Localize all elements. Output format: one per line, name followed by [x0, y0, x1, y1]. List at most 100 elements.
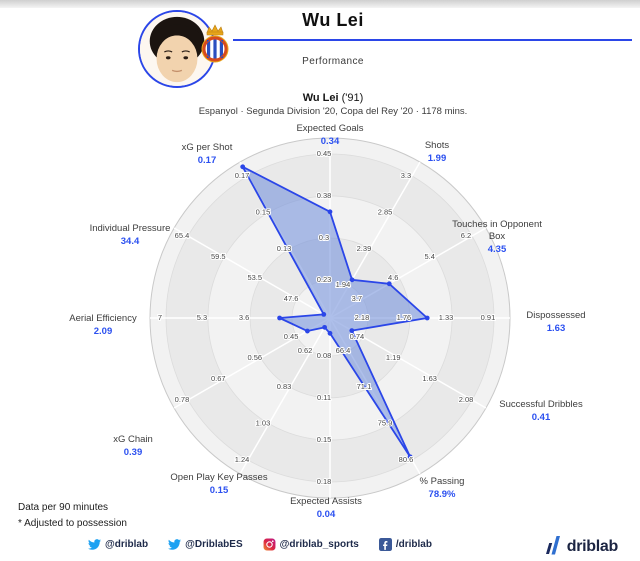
radar-axis-label: Shots — [425, 140, 450, 151]
radar-tick-label: 0.62 — [298, 346, 313, 355]
radar-tick-label: 1.24 — [235, 455, 250, 464]
radar-tick-label: 1.76 — [397, 313, 412, 322]
social-link-twitter-driblab[interactable]: @driblab — [88, 538, 148, 551]
radar-spoke — [239, 317, 331, 475]
radar-vertex-dot — [321, 312, 327, 317]
radar-tick-label: 0.45 — [284, 332, 299, 341]
radar-tick-label: 65.4 — [175, 231, 190, 240]
radar-axis-label: Aerial Efficiency — [69, 313, 137, 324]
radar-axis-label: Touches in Opponent — [452, 219, 542, 230]
radar-tick-label: 1.63 — [422, 374, 437, 383]
radar-tick-label: 0.15 — [317, 435, 332, 444]
radar-axis-label: Box — [489, 231, 506, 242]
performance-label: Performance — [302, 56, 364, 67]
footnote-per90: Data per 90 minutes — [18, 502, 109, 513]
driblab-logo: driblab — [542, 534, 618, 556]
radar-tick-label: 1.33 — [439, 313, 454, 322]
radar-vertex-dot — [349, 328, 355, 333]
radar-tick-label: 7 — [158, 313, 162, 322]
radar-vertex-dot — [322, 324, 327, 330]
social-handle: @DriblabES — [185, 539, 243, 550]
radar-tick-label: 1.03 — [256, 419, 271, 428]
radar-tick-label: 2.08 — [459, 395, 474, 404]
radar-axis-label: Individual Pressure — [90, 223, 171, 234]
radar-tick-label: 0.91 — [481, 313, 496, 322]
radar-tick-label: 0.38 — [317, 191, 332, 200]
instagram-icon — [263, 538, 276, 551]
radar-vertex-dot — [277, 315, 282, 321]
radar-vertex-dot — [349, 277, 355, 283]
radar-axis-value: 0.15 — [210, 485, 229, 496]
radar-tick-label: 0.83 — [277, 382, 292, 391]
radar-vertex-dot — [304, 328, 310, 334]
radar-axis-label: xG Chain — [113, 434, 153, 445]
player-meta: Espanyol · Segunda Division '20, Copa de… — [198, 106, 468, 117]
radar-axis-value: 34.4 — [121, 236, 140, 247]
radar-tick-label: 1.94 — [336, 280, 351, 289]
radar-axis-label: Successful Dribbles — [499, 399, 583, 410]
footnotes: Data per 90 minutes * Adjusted to posses… — [18, 500, 127, 532]
radar-tick-label: 71.1 — [357, 382, 372, 391]
social-link-instagram[interactable]: @driblab_sports — [263, 538, 359, 551]
radar-tick-label: 4.6 — [388, 273, 398, 282]
radar-tick-label: 0.74 — [350, 332, 365, 341]
radar-axis-value: 0.04 — [317, 509, 336, 520]
radar-axis-value: 0.41 — [532, 412, 551, 423]
player-photo-placeholder — [140, 12, 214, 86]
radar-tick-label: 6.2 — [461, 231, 471, 240]
radar-axis-value: 1.99 — [428, 153, 447, 164]
radar-tick-label: 0.23 — [317, 275, 332, 284]
radar-axis-value: 0.17 — [198, 155, 217, 166]
radar-tick-label: 0.78 — [175, 395, 190, 404]
radar-axis-value: 4.35 — [488, 244, 507, 255]
radar-tick-label: 0.3 — [319, 233, 329, 242]
radar-axis-value: 0.34 — [321, 136, 340, 147]
social-handle: @driblab — [105, 539, 149, 550]
radar-tick-label: 0.15 — [256, 207, 271, 216]
footnote-adjusted: * Adjusted to possession — [18, 518, 127, 529]
radar-spoke — [173, 317, 331, 409]
radar-tick-label: 75.9 — [378, 419, 393, 428]
social-link-twitter-driblabes[interactable]: @DriblabES — [168, 538, 243, 551]
radar-tick-label: 0.11 — [317, 393, 331, 402]
radar-tick-label: 2.18 — [355, 313, 370, 322]
radar-tick-label: 0.67 — [211, 374, 226, 383]
radar-svg: 0.45 0.38 0.3 0.23 3.3 2.85 2.39 1.94 6.2 5.4 4.6 3… — [69, 123, 585, 520]
driblab-logo-icon — [545, 536, 560, 555]
radar-vertex-dot — [424, 315, 430, 321]
social-handle: @driblab_sports — [279, 539, 359, 550]
espanyol-crest-icon — [201, 24, 229, 63]
radar-spoke — [173, 227, 331, 319]
radar-tick-label: 5.3 — [197, 313, 207, 322]
radar-axis-value: 2.09 — [94, 326, 113, 337]
social-bar: @driblab @DriblabES @driblab_sports /dri… — [88, 538, 432, 551]
radar-axis-label: Open Play Key Passes — [170, 472, 267, 483]
social-handle: /driblab — [395, 539, 432, 550]
radar-tick-label: 47.6 — [284, 294, 299, 303]
radar-tick-label: 1.19 — [386, 353, 401, 362]
page-title: Wu Lei — [302, 10, 364, 30]
radar-tick-label: 0.45 — [317, 149, 332, 158]
radar-tick-label: 3.7 — [352, 294, 362, 303]
player-name: Wu Lei — [302, 92, 339, 104]
player-name-line: Wu Lei ('91) — [33, 92, 633, 104]
radar-tick-label: 53.5 — [247, 273, 262, 282]
social-link-facebook[interactable]: /driblab — [378, 538, 432, 551]
radar-tick-label: 0.17 — [235, 171, 250, 180]
radar-vertex-dot — [240, 164, 246, 170]
radar-tick-label: 59.5 — [211, 252, 226, 261]
radar-axis-value: 78.9% — [429, 489, 456, 500]
radar-tick-label: 2.85 — [378, 207, 393, 216]
driblab-logo-text: driblab — [566, 538, 619, 555]
radar-tick-label: 0.13 — [277, 244, 292, 253]
radar-vertex-dot — [327, 330, 333, 336]
radar-tick-label: 3.3 — [401, 171, 411, 180]
radar-axis-label: xG per Shot — [182, 142, 233, 153]
divider-line — [233, 39, 632, 41]
radar-axis-label: Expected Goals — [296, 123, 363, 134]
facebook-icon — [378, 538, 392, 551]
radar-tick-label: 66.4 — [336, 346, 351, 355]
radar-tick-label: 2.39 — [357, 244, 372, 253]
radar-tick-label: 0.56 — [247, 353, 262, 362]
